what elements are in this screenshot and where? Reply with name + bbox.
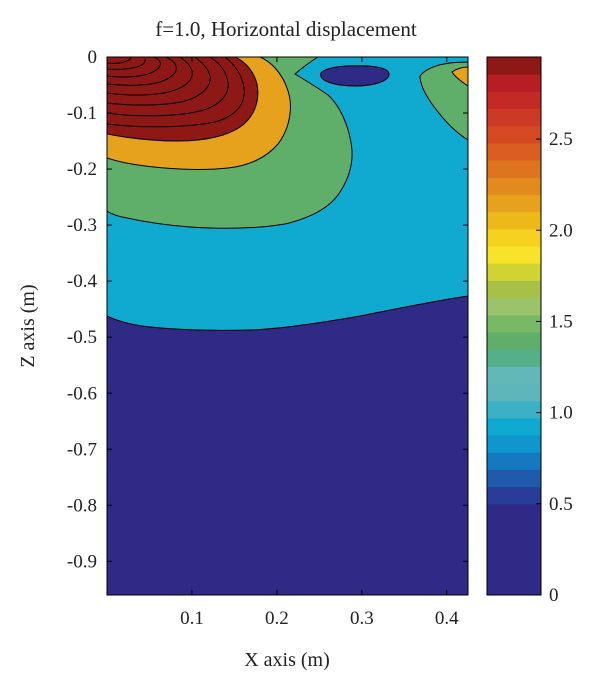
colorbar-band [487, 400, 541, 419]
y-tick-label: -0.8 [67, 495, 97, 516]
x-tick-label: 0.3 [350, 608, 374, 629]
colorbar-tick-label: 2.0 [549, 220, 573, 241]
x-tick-label: 0.4 [435, 608, 459, 629]
contour-band-3-right [451, 66, 468, 87]
colorbar: 0 0.5 1.0 1.5 2.0 2.5 [486, 56, 573, 606]
colorbar-band [487, 228, 541, 247]
colorbar-frame [486, 56, 542, 596]
colorbar-band [487, 74, 541, 92]
colorbar-band [487, 486, 541, 505]
colorbar-band [487, 91, 541, 110]
colorbar-band [487, 297, 541, 316]
peak-contour-lines [107, 57, 245, 128]
colorbar-band [487, 331, 541, 350]
colorbar-band [487, 194, 541, 213]
colorbar-band [487, 280, 541, 299]
colorbar-band [487, 246, 541, 264]
contour-band-2-right [419, 61, 468, 141]
colorbar-band [487, 142, 541, 161]
colorbar-band [487, 263, 541, 281]
colorbar-band [487, 452, 541, 470]
contour-band-4 [107, 57, 259, 142]
y-tick-label: -0.3 [67, 215, 97, 236]
colorbar-band [487, 349, 541, 367]
y-tick-label: 0 [88, 47, 98, 68]
colorbar-band [487, 417, 541, 436]
colorbar-tick-label: 0 [549, 585, 559, 606]
y-tick-label: -0.4 [67, 271, 98, 292]
y-tick-label: -0.7 [67, 439, 97, 460]
colorbar-band [487, 57, 541, 75]
y-tick-label: -0.5 [67, 327, 97, 348]
colorbar-band [487, 108, 541, 127]
colorbar-band [487, 366, 541, 385]
colorbar-band [487, 383, 541, 402]
colorbar-tick-label: 0.5 [549, 494, 573, 515]
colorbar-band [487, 469, 541, 488]
x-axis-title: X axis (m) [244, 649, 330, 671]
colorbar-tick-label: 1.5 [549, 311, 573, 332]
colorbar-band [487, 211, 541, 230]
colorbar-band [487, 125, 541, 144]
chart-title: f=1.0, Horizontal displacement [155, 17, 417, 41]
colorbar-band [487, 435, 541, 453]
contour-plot [106, 56, 469, 596]
y-tick-label: -0.9 [67, 551, 97, 572]
y-axis: 0 -0.1 -0.2 -0.3 -0.4 -0.5 -0.6 -0.7 -0.8 -0.9 Z … [17, 47, 468, 572]
colorbar-band [487, 503, 541, 595]
x-tick-label: 0.1 [180, 608, 204, 629]
colorbar-tick-label: 2.5 [549, 129, 573, 150]
plot-frame [106, 56, 469, 596]
colorbar-band [487, 160, 541, 178]
x-tick-label: 0.2 [265, 608, 289, 629]
colorbar-band [487, 314, 541, 333]
colorbar-band [487, 177, 541, 195]
y-tick-label: -0.6 [67, 383, 97, 404]
x-axis: 0.1 0.2 0.3 0.4 X axis (m) [180, 57, 459, 671]
y-axis-title: Z axis (m) [17, 284, 39, 367]
y-tick-label: -0.2 [67, 159, 97, 180]
y-tick-label: -0.1 [67, 103, 97, 124]
colorbar-tick-label: 1.0 [549, 403, 573, 424]
contour-island [320, 65, 390, 87]
